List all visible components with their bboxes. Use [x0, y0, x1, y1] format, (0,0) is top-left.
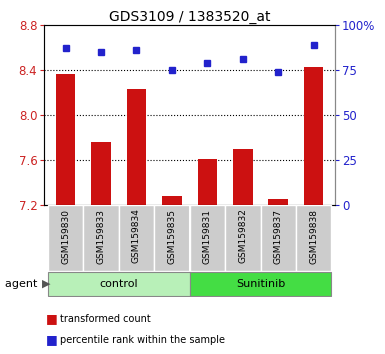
Text: GSM159832: GSM159832	[238, 209, 247, 263]
FancyBboxPatch shape	[119, 205, 154, 271]
Text: GSM159838: GSM159838	[309, 209, 318, 264]
Bar	[91, 142, 111, 205]
FancyBboxPatch shape	[154, 205, 190, 271]
FancyBboxPatch shape	[225, 205, 261, 271]
Text: GSM159835: GSM159835	[167, 209, 176, 264]
Text: GSM159834: GSM159834	[132, 209, 141, 263]
Bar	[162, 196, 182, 205]
Text: GSM159833: GSM159833	[97, 209, 105, 264]
Text: Sunitinib: Sunitinib	[236, 279, 285, 289]
Title: GDS3109 / 1383520_at: GDS3109 / 1383520_at	[109, 10, 270, 24]
FancyBboxPatch shape	[48, 272, 190, 296]
FancyBboxPatch shape	[83, 205, 119, 271]
Text: GSM159837: GSM159837	[274, 209, 283, 264]
Bar	[56, 74, 75, 205]
FancyBboxPatch shape	[261, 205, 296, 271]
FancyBboxPatch shape	[190, 205, 225, 271]
Text: transformed count: transformed count	[60, 314, 151, 324]
Bar	[268, 199, 288, 205]
FancyBboxPatch shape	[296, 205, 331, 271]
Text: control: control	[99, 279, 138, 289]
Text: GSM159831: GSM159831	[203, 209, 212, 264]
Bar	[304, 67, 323, 205]
Text: ▶: ▶	[42, 279, 51, 289]
Bar	[127, 89, 146, 205]
Text: GSM159830: GSM159830	[61, 209, 70, 264]
Text: agent: agent	[5, 279, 40, 289]
FancyBboxPatch shape	[190, 272, 331, 296]
Text: ■: ■	[46, 312, 58, 325]
Text: ■: ■	[46, 333, 58, 346]
Text: percentile rank within the sample: percentile rank within the sample	[60, 335, 225, 345]
Bar	[198, 159, 217, 205]
Bar	[233, 149, 253, 205]
FancyBboxPatch shape	[48, 205, 83, 271]
